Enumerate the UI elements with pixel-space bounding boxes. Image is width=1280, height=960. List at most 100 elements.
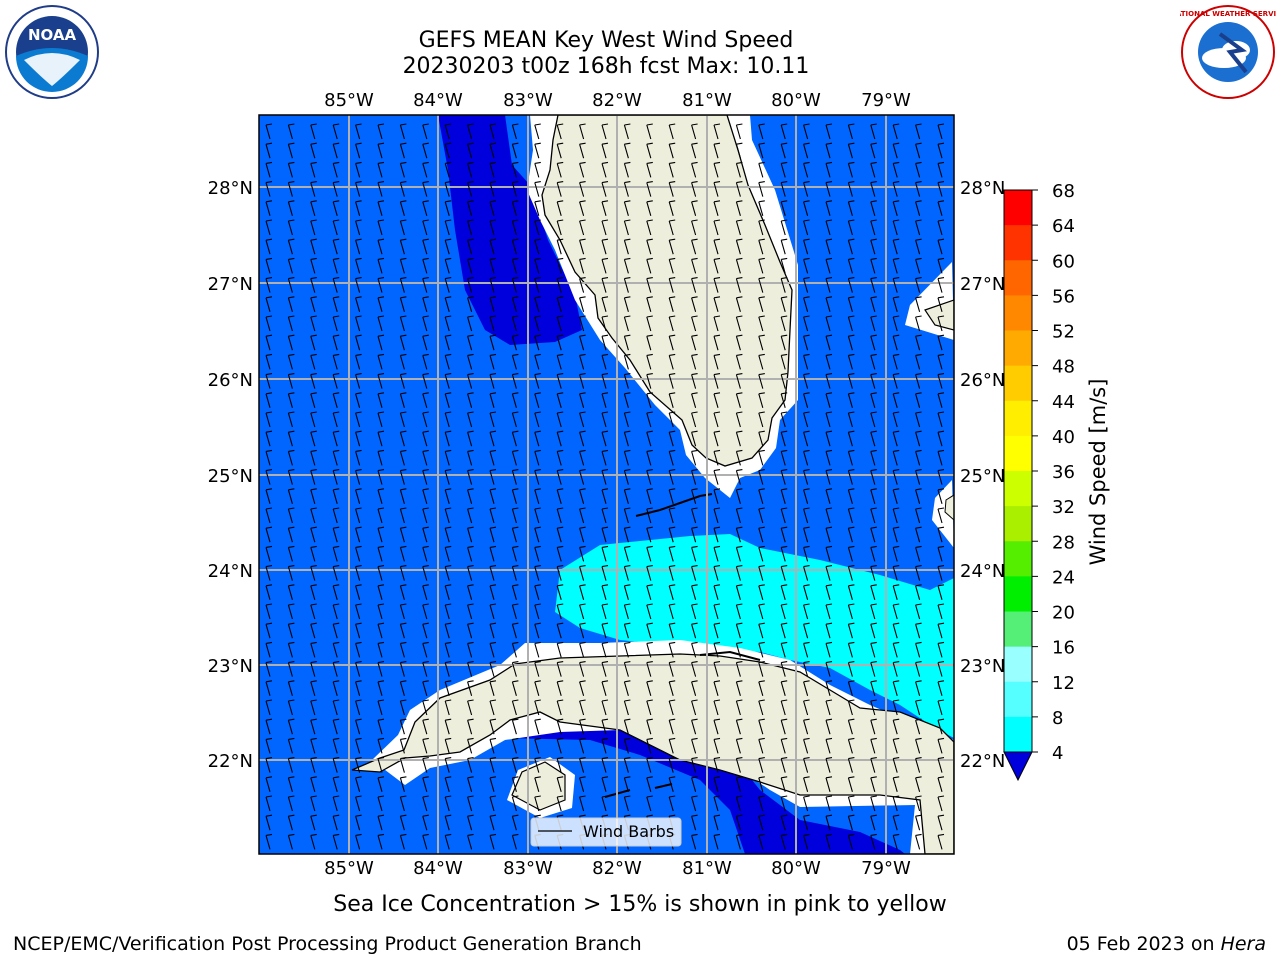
wind-barb: [847, 680, 855, 696]
wind-barb: [870, 315, 877, 332]
wind-barb: [780, 757, 788, 773]
wind-barb: [377, 181, 385, 197]
wind-barb: [668, 641, 676, 658]
wind-barb: [556, 680, 564, 696]
wind-barb: [847, 776, 855, 792]
wind-barb: [915, 737, 922, 754]
colorbar-tick-label: 44: [1052, 392, 1075, 413]
wind-barb: [735, 699, 743, 716]
wind-barb: [422, 161, 429, 178]
wind-barb: [422, 795, 429, 812]
wind-barb: [780, 449, 788, 466]
wind-barb: [355, 238, 362, 255]
wind-barb: [668, 219, 676, 236]
wind-barb: [870, 488, 877, 504]
wind-barb: [713, 795, 721, 812]
wind-barb: [892, 776, 900, 792]
wind-barb: [758, 680, 765, 696]
wind-barb: [355, 565, 362, 581]
wind-barb: [534, 411, 541, 428]
wind-barb: [489, 488, 497, 504]
wind-barb: [377, 238, 385, 255]
wind-barb: [534, 603, 541, 620]
wind-barb: [713, 757, 721, 773]
wind-barb: [937, 392, 945, 408]
wind-barb: [713, 833, 721, 850]
wind-barb: [489, 833, 497, 850]
wind-barb: [332, 680, 340, 696]
wind-barb: [825, 392, 833, 408]
wind-barb: [825, 123, 833, 140]
wind-barb: [892, 603, 900, 620]
wind-barb: [444, 430, 452, 447]
wind-barb: [265, 718, 273, 735]
wind-barb: [870, 737, 877, 754]
wind-barb: [691, 680, 698, 696]
wind-barb: [915, 814, 922, 831]
wind-barb: [623, 661, 631, 677]
wind-barb: [825, 584, 833, 600]
wind-barb: [399, 200, 407, 216]
wind-barb: [713, 469, 721, 485]
wind-barb: [601, 411, 609, 428]
colorbar-segment: [1004, 471, 1032, 507]
wind-barb: [287, 238, 295, 255]
wind-barb: [579, 296, 586, 312]
wind-barb: [915, 622, 922, 639]
wind-barb: [646, 373, 653, 389]
wind-barb: [467, 353, 474, 370]
wind-barb: [579, 200, 586, 216]
wind-barb: [646, 622, 653, 639]
wind-barb: [646, 469, 653, 485]
wind-barb: [758, 373, 765, 389]
wind-barb: [467, 584, 474, 600]
wind-barb: [601, 373, 609, 389]
wind-barb: [915, 334, 922, 351]
wind-barb: [579, 123, 586, 140]
florida-keys: [635, 493, 713, 517]
wind-barb: [265, 488, 273, 504]
wind-barb: [623, 238, 631, 255]
wind-barb: [735, 373, 743, 389]
wind-barb: [377, 430, 385, 447]
lon-label-top: 83°W: [503, 90, 553, 111]
wind-barb: [556, 373, 564, 389]
wind-barb: [399, 181, 407, 197]
wind-barb: [489, 315, 497, 332]
wind-barb: [355, 814, 362, 831]
wind-barb: [937, 507, 945, 524]
wind-barb: [422, 641, 429, 658]
wind-barb: [803, 814, 810, 831]
wind-barb: [399, 392, 407, 408]
map-figure: 85°W 84°W 83°W 82°W 81°W 80°W 79°W 85°W …: [208, 90, 1110, 879]
wind-barb: [332, 584, 340, 600]
wind-barb: [310, 814, 317, 831]
wind-barb: [287, 296, 295, 312]
wind-barb: [870, 449, 877, 466]
wind-barb: [310, 565, 317, 581]
wind-barb: [713, 565, 721, 581]
wind-barb: [780, 373, 788, 389]
wind-barb: [444, 661, 452, 677]
wind-barb: [399, 737, 407, 754]
lat-label-left: 26°N: [208, 370, 253, 391]
wind-barb: [444, 238, 452, 255]
wind-barb: [467, 334, 474, 351]
wind-barb: [399, 565, 407, 581]
wind-barb: [646, 507, 653, 524]
map-legend: Wind Barbs: [530, 817, 682, 847]
wind-barb: [780, 257, 788, 274]
branch-credit: NCEP/EMC/Verification Post Processing Pr…: [13, 933, 642, 955]
wind-barb: [265, 661, 273, 677]
wind-barb: [399, 411, 407, 428]
wind-barb: [623, 565, 631, 581]
wind-barb: [310, 142, 317, 159]
wind-barb: [803, 277, 810, 293]
wind-barb: [668, 795, 676, 812]
wind-barb: [444, 449, 452, 466]
wind-barb: [377, 488, 385, 504]
wind-barb: [444, 277, 452, 293]
wind-barb: [780, 411, 788, 428]
wind-barb: [915, 641, 922, 658]
colorbar-tick-label: 8: [1052, 708, 1063, 729]
